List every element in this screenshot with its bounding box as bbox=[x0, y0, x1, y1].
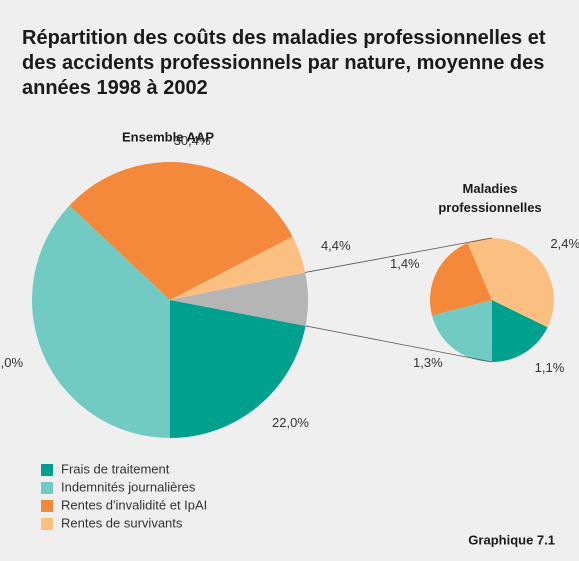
data-label: 22,0% bbox=[272, 415, 309, 430]
data-label: 1,4% bbox=[390, 256, 420, 271]
pie-slice bbox=[170, 272, 308, 326]
pie-slice bbox=[467, 237, 554, 328]
footer: Graphique 7.1 bbox=[468, 532, 555, 547]
legend-label: Rentes de survivants bbox=[61, 515, 183, 530]
pie-title: Maladies professionnelles bbox=[438, 181, 541, 215]
pie-title: Ensemble AAP bbox=[122, 129, 214, 144]
pie-slice bbox=[429, 243, 492, 316]
legend-label: Rentes d'invalidité et IpAI bbox=[61, 497, 207, 512]
chart-title: Répartition des coûts des maladies profe… bbox=[22, 27, 546, 99]
data-label: 4,4% bbox=[321, 238, 351, 253]
pie-slice bbox=[431, 300, 492, 362]
pie-slice bbox=[31, 205, 171, 438]
connector-line bbox=[305, 237, 493, 273]
data-label: 37,0% bbox=[0, 355, 24, 370]
data-label: 30,4% bbox=[174, 133, 211, 148]
data-label: 2,4% bbox=[550, 236, 579, 251]
connector-line bbox=[305, 325, 493, 363]
legend-swatch bbox=[41, 482, 53, 494]
legend-swatch bbox=[41, 464, 53, 476]
pie-slice bbox=[170, 236, 306, 300]
legend-swatch bbox=[41, 500, 53, 512]
data-label: 1,1% bbox=[535, 360, 565, 375]
legend-label: Indemnités journalières bbox=[61, 479, 196, 494]
pie-slice bbox=[69, 162, 293, 300]
pie-slice bbox=[170, 300, 306, 438]
legend-label: Frais de traitement bbox=[61, 461, 170, 476]
legend-swatch bbox=[41, 518, 53, 530]
data-label: 1,3% bbox=[413, 355, 443, 370]
pie-slice bbox=[492, 300, 548, 362]
